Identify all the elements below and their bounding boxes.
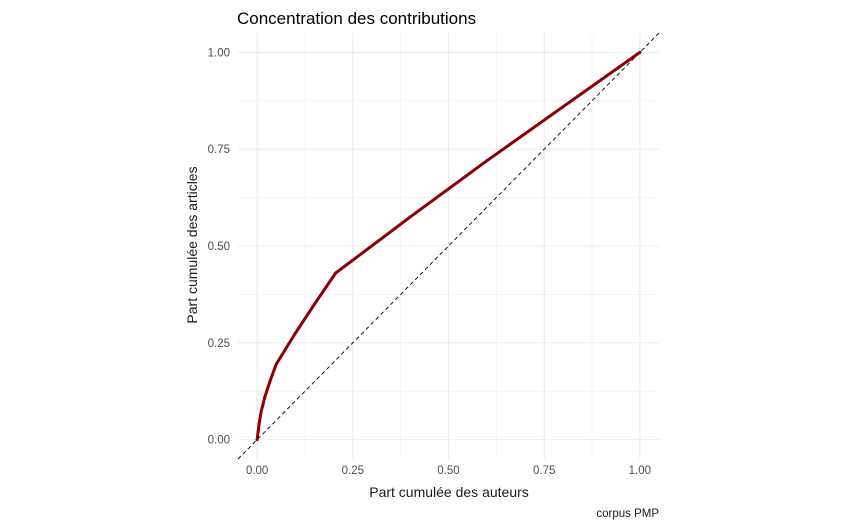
y-tick-label: 0.00 xyxy=(208,435,230,447)
x-tick-label: 1.00 xyxy=(629,465,651,477)
x-tick-label: 0.25 xyxy=(342,465,364,477)
y-tick-label: 0.50 xyxy=(208,241,230,253)
x-tick-labels: 0.00 0.25 0.50 0.75 1.00 xyxy=(246,465,651,477)
data-point xyxy=(293,331,297,335)
x-tick-label: 0.75 xyxy=(533,465,555,477)
data-point xyxy=(313,302,317,306)
y-tick-label: 0.75 xyxy=(208,144,230,156)
series-points xyxy=(255,50,642,442)
data-point xyxy=(263,395,267,399)
data-point xyxy=(334,271,338,275)
data-point xyxy=(269,378,273,382)
data-point xyxy=(485,159,489,163)
x-tick-label: 0.50 xyxy=(437,465,459,477)
data-point xyxy=(259,411,263,415)
y-axis-title: Part cumulée des articles xyxy=(184,166,200,323)
equality-reference-line xyxy=(237,32,660,460)
x-axis-title: Part cumulée des auteurs xyxy=(369,484,529,500)
x-tick-label: 0.00 xyxy=(246,465,268,477)
data-point xyxy=(408,215,412,219)
data-point xyxy=(274,362,278,366)
series-line xyxy=(255,50,642,442)
chart-title: Concentration des contributions xyxy=(237,9,476,28)
data-point xyxy=(255,438,259,442)
y-tick-label: 1.00 xyxy=(208,47,230,59)
data-point xyxy=(284,347,288,351)
y-tick-labels: 0.00 0.25 0.50 0.75 1.00 xyxy=(208,47,230,446)
data-point xyxy=(638,50,642,54)
data-point xyxy=(561,105,565,109)
chart-caption: corpus PMP xyxy=(596,508,659,520)
major-gridlines xyxy=(238,33,659,459)
y-tick-label: 0.25 xyxy=(208,338,230,350)
data-point xyxy=(257,422,261,426)
